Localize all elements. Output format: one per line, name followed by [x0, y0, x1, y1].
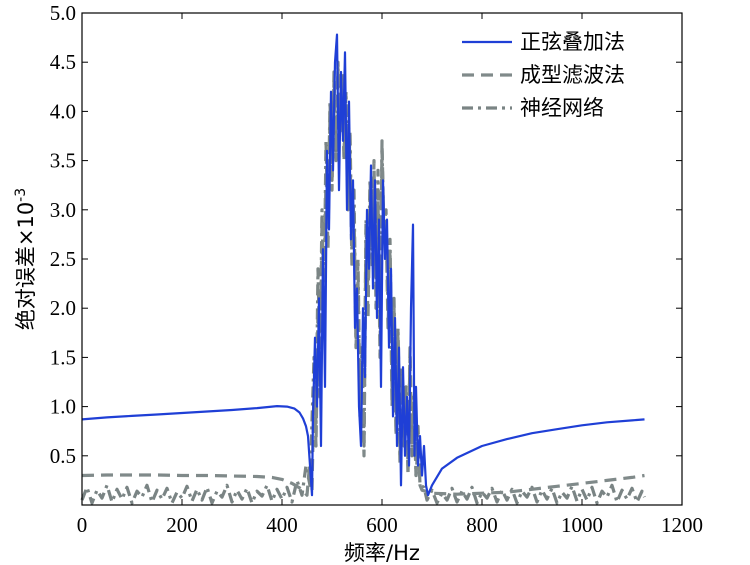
- y-axis-label-exponent: -3: [13, 188, 29, 202]
- legend-label-0: 正弦叠加法: [520, 30, 625, 54]
- legend-label-2: 神经网络: [520, 96, 604, 120]
- y-axis-label-group: 绝对误差×10-3: [13, 188, 38, 330]
- series-line-0: [81, 33, 645, 497]
- y-tick-label-3: 2.0: [50, 296, 76, 320]
- y-tick-label-4: 2.5: [50, 247, 76, 271]
- y-tick-label-1: 1.0: [50, 395, 76, 419]
- y-axis-label: 绝对误差×10-3: [13, 188, 38, 330]
- legend-entry-2: 神经网络: [462, 96, 604, 120]
- y-tick-label-2: 1.5: [50, 345, 76, 369]
- legend-entry-0: 正弦叠加法: [462, 30, 625, 54]
- y-tick-label-0: 0.5: [50, 444, 76, 468]
- y-tick-label-8: 4.5: [50, 50, 76, 74]
- x-tick-label-3: 600: [366, 513, 398, 537]
- ticks-layer: 0 200 400 600 800 1000 1200 0.5 1.0 1.5 2.0 2.5 3.0 3…: [50, 1, 703, 537]
- x-tick-label-1: 200: [166, 513, 198, 537]
- y-tick-label-9: 5.0: [50, 1, 76, 25]
- x-tick-label-6: 1200: [661, 513, 703, 537]
- y-tick-label-6: 3.5: [50, 149, 76, 173]
- x-axis-label: 频率/Hz: [344, 541, 420, 565]
- x-tick-label-0: 0: [77, 513, 88, 537]
- series-line-2: [80, 65, 646, 505]
- y-tick-label-7: 4.0: [50, 99, 76, 123]
- series-layer: [80, 33, 646, 505]
- legend-label-1: 成型滤波法: [520, 63, 625, 87]
- y-axis-label-text: 绝对误差×10: [14, 202, 38, 330]
- legend-entry-1: 成型滤波法: [462, 63, 625, 87]
- x-tick-label-4: 800: [466, 513, 498, 537]
- x-tick-label-5: 1000: [561, 513, 603, 537]
- legend: 正弦叠加法 成型滤波法 神经网络: [462, 30, 625, 120]
- x-tick-label-2: 400: [266, 513, 298, 537]
- y-tick-label-5: 3.0: [50, 198, 76, 222]
